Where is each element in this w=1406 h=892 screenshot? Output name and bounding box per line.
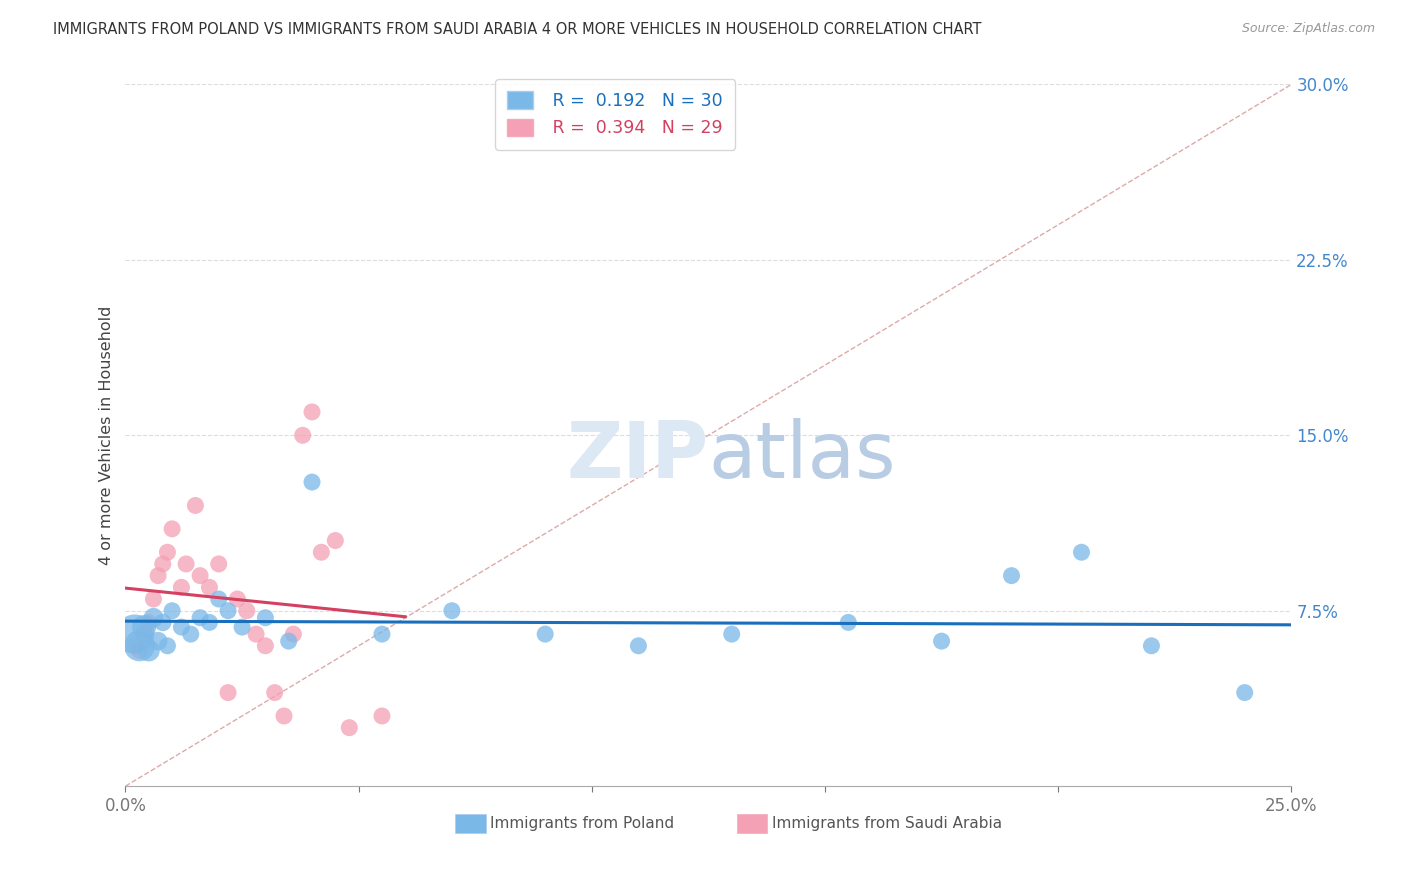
Point (138, 615, 160, 630)
Point (273, 709, 295, 723)
Point (138, 643, 160, 657)
Point (170, 580, 193, 594)
Point (837, 615, 859, 630)
Point (156, 545, 179, 559)
Point (142, 592, 165, 607)
Point (323, 533, 346, 548)
Point (1070, 545, 1092, 559)
Y-axis label: 4 or more Vehicles in Household: 4 or more Vehicles in Household (100, 306, 114, 565)
Point (245, 627, 267, 641)
Point (134, 627, 156, 641)
Point (217, 604, 239, 618)
Point (198, 615, 221, 630)
Point (627, 639, 650, 653)
Text: Source: ZipAtlas.com: Source: ZipAtlas.com (1241, 22, 1375, 36)
Point (231, 620, 253, 634)
Point (180, 627, 202, 641)
Point (134, 620, 156, 634)
Text: ZIP: ZIP (567, 418, 709, 494)
Point (1233, 685, 1256, 699)
Point (160, 522, 183, 536)
Text: atlas: atlas (709, 418, 896, 494)
Point (152, 557, 174, 571)
Point (128, 643, 150, 657)
Point (170, 620, 193, 634)
Point (208, 592, 231, 607)
Point (1140, 639, 1163, 653)
Point (174, 557, 197, 571)
Point (146, 568, 169, 582)
Point (208, 557, 231, 571)
Point (1000, 568, 1022, 582)
Point (188, 568, 211, 582)
Point (534, 627, 557, 641)
Point (188, 611, 211, 625)
Point (254, 639, 277, 653)
Point (156, 639, 179, 653)
Point (440, 604, 463, 618)
Point (124, 627, 146, 641)
Point (142, 611, 165, 625)
Point (301, 405, 323, 419)
Point (291, 428, 314, 442)
Point (124, 639, 146, 653)
Point (301, 475, 323, 489)
Point (152, 615, 174, 630)
Point (128, 639, 150, 653)
Point (311, 545, 333, 559)
Point (371, 709, 394, 723)
Point (254, 611, 277, 625)
Point (720, 627, 742, 641)
Text: Immigrants from Saudi Arabia: Immigrants from Saudi Arabia (772, 816, 1002, 831)
Point (184, 499, 207, 513)
Point (283, 627, 305, 641)
Point (263, 685, 285, 699)
Legend:  R =  0.192   N = 30,  R =  0.394   N = 29: R = 0.192 N = 30, R = 0.394 N = 29 (495, 79, 735, 150)
Point (146, 634, 169, 648)
Point (931, 634, 953, 648)
Point (371, 627, 394, 641)
Point (160, 604, 183, 618)
Text: Immigrants from Poland: Immigrants from Poland (491, 816, 675, 831)
Point (235, 604, 257, 618)
Point (198, 580, 221, 594)
Point (277, 634, 299, 648)
Text: IMMIGRANTS FROM POLAND VS IMMIGRANTS FROM SAUDI ARABIA 4 OR MORE VEHICLES IN HOU: IMMIGRANTS FROM POLAND VS IMMIGRANTS FRO… (53, 22, 981, 37)
Point (337, 721, 360, 735)
Point (226, 592, 249, 607)
Point (217, 685, 239, 699)
